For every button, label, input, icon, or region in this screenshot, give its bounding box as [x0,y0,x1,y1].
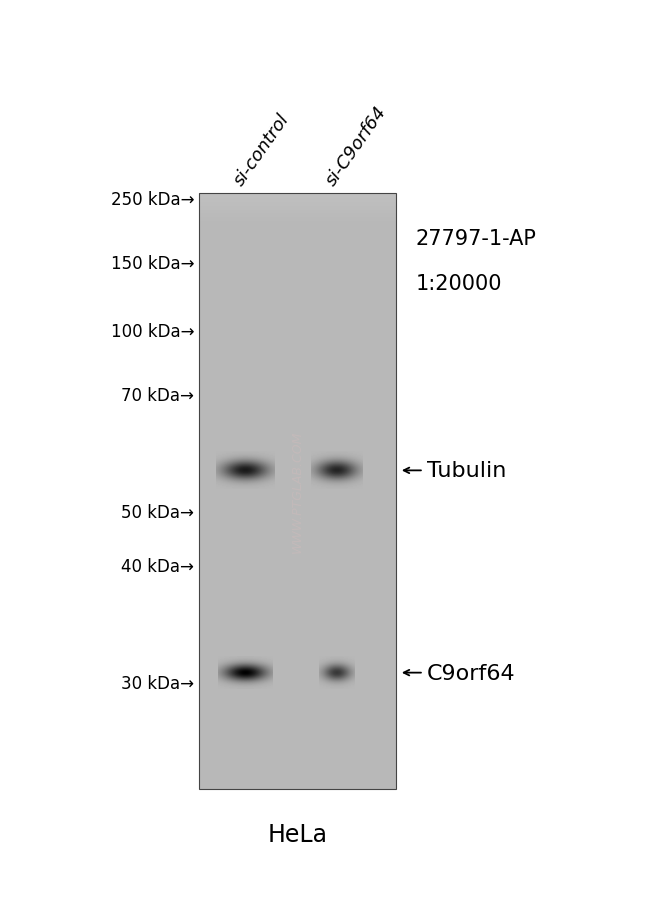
Text: 250 kDa→: 250 kDa→ [111,191,194,209]
Text: HeLa: HeLa [267,823,328,846]
Text: 30 kDa→: 30 kDa→ [121,675,194,693]
Text: 27797-1-AP: 27797-1-AP [415,229,536,249]
Text: si-control: si-control [230,111,293,189]
Bar [199,194,396,789]
Text: 50 kDa→: 50 kDa→ [122,503,194,521]
Text: 100 kDa→: 100 kDa→ [111,323,194,341]
Text: Tubulin: Tubulin [427,461,506,481]
Text: si-C9orf64: si-C9orf64 [322,103,390,189]
Text: 150 kDa→: 150 kDa→ [111,254,194,272]
Text: 40 kDa→: 40 kDa→ [122,557,194,575]
Text: C9orf64: C9orf64 [427,663,516,683]
Text: 1:20000: 1:20000 [415,274,502,294]
Text: WWW.PTGLAB.COM: WWW.PTGLAB.COM [291,430,304,553]
Text: 70 kDa→: 70 kDa→ [122,386,194,404]
